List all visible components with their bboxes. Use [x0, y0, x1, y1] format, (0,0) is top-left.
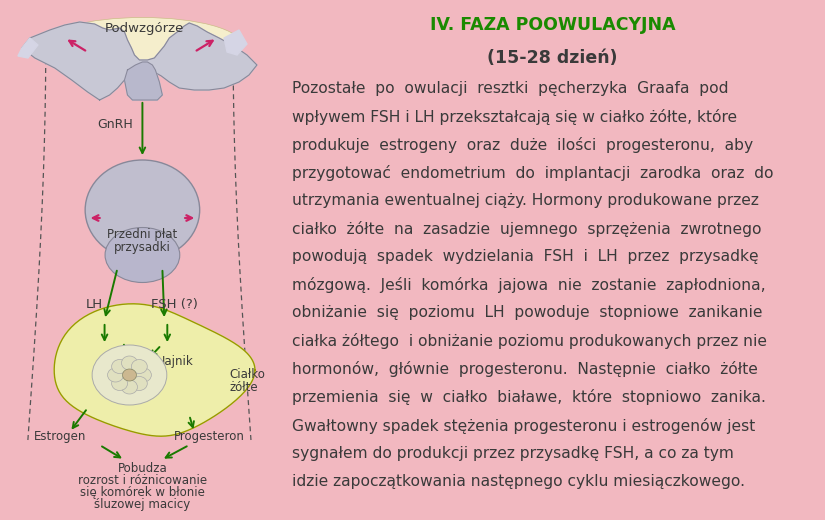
Ellipse shape [121, 380, 138, 394]
Ellipse shape [121, 356, 138, 370]
Polygon shape [18, 38, 38, 58]
Text: IV. FAZA POOWULACYJNA: IV. FAZA POOWULACYJNA [430, 16, 675, 34]
Text: GnRH: GnRH [97, 118, 134, 131]
Text: sygnałem do produkcji przez przysadkę FSH, a co za tym: sygnałem do produkcji przez przysadkę FS… [292, 446, 733, 461]
Ellipse shape [92, 345, 167, 405]
Text: przemienia  się  w  ciałko  białawe,  które  stopniowo  zanika.: przemienia się w ciałko białawe, które s… [292, 389, 766, 406]
Text: ciałko  żółte  na  zasadzie  ujemnego  sprzężenia  zwrotnego: ciałko żółte na zasadzie ujemnego sprzęż… [292, 221, 761, 237]
Text: wpływem FSH i LH przekształcają się w ciałko żółte, które: wpływem FSH i LH przekształcają się w ci… [292, 109, 737, 125]
Text: Jajnik: Jajnik [162, 355, 193, 368]
Text: LH: LH [86, 298, 103, 311]
Text: Ciałko: Ciałko [229, 368, 265, 381]
Ellipse shape [85, 160, 200, 260]
Text: Przedni płat: Przedni płat [107, 228, 177, 241]
Text: żółte: żółte [229, 381, 257, 394]
Text: śluzowej macicy: śluzowej macicy [94, 498, 191, 511]
Ellipse shape [43, 18, 242, 72]
Ellipse shape [131, 376, 148, 391]
Ellipse shape [105, 228, 180, 282]
Text: Progesteron: Progesteron [174, 430, 244, 443]
Text: Gwałtowny spadek stężenia progesteronu i estrogenów jest: Gwałtowny spadek stężenia progesteronu i… [292, 418, 755, 434]
Ellipse shape [135, 368, 151, 382]
Text: Podwzgórze: Podwzgórze [105, 22, 184, 35]
Text: obniżanie  się  poziomu  LH  powoduje  stopniowe  zanikanie: obniżanie się poziomu LH powoduje stopni… [292, 305, 762, 320]
Polygon shape [125, 62, 163, 100]
Polygon shape [224, 30, 247, 55]
Text: (15-28 dzień): (15-28 dzień) [487, 49, 618, 68]
Text: mózgową.  Jeśli  komórka  jajowa  nie  zostanie  zapłodniona,: mózgową. Jeśli komórka jajowa nie zostan… [292, 277, 766, 293]
Ellipse shape [107, 368, 124, 382]
Ellipse shape [122, 369, 136, 381]
Text: produkuje  estrogeny  oraz  duże  ilości  progesteronu,  aby: produkuje estrogeny oraz duże ilości pro… [292, 137, 753, 153]
Text: się komórek w błonie: się komórek w błonie [80, 486, 205, 499]
Text: utrzymania ewentualnej ciąży. Hormony produkowane przez: utrzymania ewentualnej ciąży. Hormony pr… [292, 193, 759, 208]
Ellipse shape [131, 359, 148, 373]
Text: przygotować  endometrium  do  implantacji  zarodka  oraz  do: przygotować endometrium do implantacji z… [292, 165, 773, 181]
Text: Pobudza: Pobudza [117, 462, 167, 475]
Text: powodują  spadek  wydzielania  FSH  i  LH  przez  przysadkę: powodują spadek wydzielania FSH i LH prz… [292, 249, 758, 264]
Text: rozrost i różnicowanie: rozrost i różnicowanie [78, 474, 207, 487]
Text: Pozostałe  po  owulacji  resztki  pęcherzyka  Graafa  pod: Pozostałe po owulacji resztki pęcherzyka… [292, 81, 728, 96]
Text: FSH (?): FSH (?) [151, 298, 198, 311]
Text: Estrogen: Estrogen [34, 430, 86, 443]
Text: ciałka żółtego  i obniżanie poziomu produkowanych przez nie: ciałka żółtego i obniżanie poziomu produ… [292, 333, 767, 349]
Ellipse shape [111, 376, 128, 391]
Ellipse shape [111, 359, 128, 373]
Polygon shape [54, 304, 255, 436]
Polygon shape [22, 22, 257, 100]
Text: idzie zapoczątkowania następnego cyklu miesiączkowego.: idzie zapoczątkowania następnego cyklu m… [292, 474, 745, 489]
Text: hormonów,  głównie  progesteronu.  Następnie  ciałko  żółte: hormonów, głównie progesteronu. Następni… [292, 361, 757, 378]
Text: przysadki: przysadki [114, 241, 171, 254]
